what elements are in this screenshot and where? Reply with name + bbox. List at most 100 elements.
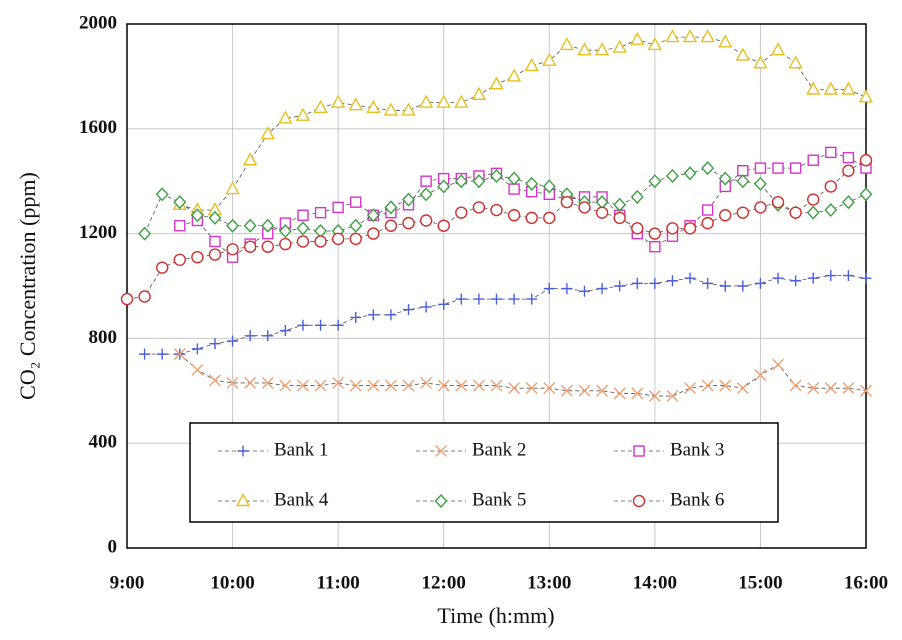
- data-point: [472, 201, 486, 214]
- data-point: [225, 181, 240, 195]
- data-point: [824, 382, 837, 395]
- data-point: [666, 222, 679, 235]
- data-point: [772, 358, 785, 371]
- legend-label: Bank 1: [274, 439, 328, 460]
- data-point: [737, 280, 749, 292]
- data-point: [682, 29, 698, 43]
- x-tick-label: 13:00: [527, 572, 571, 593]
- legend-marker: [632, 494, 646, 508]
- data-point: [736, 206, 750, 219]
- data-point: [402, 192, 415, 207]
- data-point: [683, 166, 697, 181]
- legend-marker: [237, 445, 249, 457]
- y-tick-label: 1200: [79, 222, 117, 243]
- data-point: [648, 227, 662, 240]
- data-point: [824, 202, 838, 218]
- data-point: [701, 161, 715, 176]
- data-point: [542, 179, 556, 194]
- data-point: [543, 211, 556, 225]
- data-point: [806, 205, 820, 220]
- legend-label: Bank 3: [670, 439, 724, 460]
- data-point: [613, 211, 626, 225]
- data-point: [438, 298, 450, 310]
- data-point: [807, 193, 820, 206]
- data-point: [524, 57, 539, 72]
- data-point: [314, 223, 327, 239]
- data-point: [384, 219, 398, 232]
- data-point: [506, 68, 522, 82]
- data-point: [331, 232, 345, 246]
- data-point: [719, 379, 732, 392]
- y-tick-label: 2000: [79, 12, 117, 33]
- legend-label: Bank 5: [472, 489, 526, 510]
- legend-label: Bank 4: [274, 489, 329, 510]
- data-point: [613, 197, 627, 212]
- data-point: [824, 180, 838, 193]
- data-point: [472, 174, 486, 189]
- data-point: [261, 376, 274, 389]
- data-point: [754, 162, 767, 174]
- data-point: [842, 151, 855, 164]
- data-point: [719, 280, 731, 292]
- data-point: [401, 102, 416, 116]
- data-point: [507, 171, 521, 186]
- data-point: [807, 382, 820, 395]
- data-point: [649, 240, 661, 253]
- x-tick-label: 14:00: [633, 572, 677, 593]
- data-point: [278, 110, 293, 124]
- data-point: [279, 237, 292, 251]
- y-axis-title: CO₂ Concentration (ppm): [15, 172, 40, 400]
- data-point: [190, 208, 204, 223]
- data-point: [437, 219, 450, 232]
- data-point: [631, 277, 643, 289]
- data-point: [489, 76, 504, 90]
- data-point: [596, 384, 609, 397]
- data-point: [841, 81, 856, 95]
- data-point: [349, 218, 363, 233]
- data-point: [648, 390, 661, 403]
- data-point: [297, 209, 309, 221]
- legend-marker: [434, 493, 448, 509]
- data-point: [542, 52, 557, 66]
- x-axis-title: Time (h:mm): [437, 603, 554, 628]
- data-point: [859, 154, 873, 167]
- data-point: [209, 235, 221, 248]
- data-point: [789, 379, 802, 392]
- data-point: [155, 187, 169, 202]
- data-point: [227, 335, 239, 347]
- data-point: [771, 195, 785, 209]
- data-point: [138, 226, 152, 241]
- data-point: [578, 201, 591, 214]
- x-tick-label: 12:00: [422, 572, 466, 593]
- data-point: [208, 374, 221, 387]
- data-point: [420, 376, 433, 389]
- series-line: [144, 167, 867, 234]
- x-tick-label: 10:00: [210, 572, 254, 593]
- data-point: [226, 218, 240, 233]
- data-point: [155, 261, 169, 274]
- data-point: [384, 200, 398, 215]
- data-point: [807, 272, 819, 284]
- data-point: [383, 102, 399, 116]
- data-point: [806, 81, 821, 95]
- data-point: [385, 309, 397, 321]
- data-point: [279, 379, 292, 392]
- data-point: [735, 47, 751, 61]
- series-line: [179, 151, 867, 258]
- data-point: [332, 376, 345, 389]
- legend-marker: [633, 445, 645, 457]
- series-line: [144, 275, 867, 355]
- data-point: [614, 280, 626, 292]
- data-point: [561, 283, 573, 295]
- x-tick-label: 11:00: [317, 572, 360, 593]
- data-point: [296, 235, 310, 248]
- data-point: [560, 384, 573, 397]
- x-tick-label: 16:00: [844, 572, 888, 593]
- data-point: [718, 171, 732, 186]
- data-point: [858, 89, 874, 103]
- data-point: [525, 382, 538, 395]
- data-point: [700, 29, 715, 43]
- data-point: [789, 162, 802, 174]
- legend-label: Bank 6: [670, 489, 724, 510]
- data-point: [437, 379, 450, 392]
